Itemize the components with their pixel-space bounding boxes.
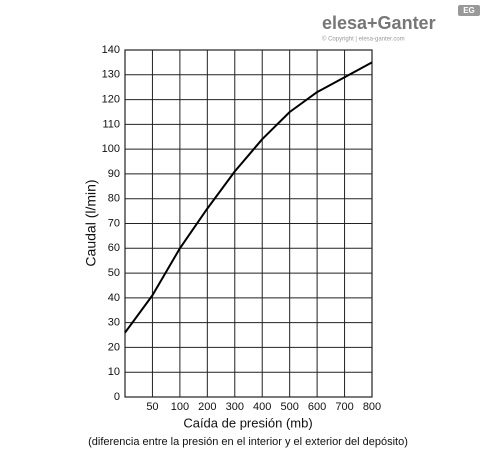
y-tick-label: 120 — [102, 93, 120, 105]
logo-brand: elesa+Ganter — [322, 13, 436, 33]
y-tick-label: 110 — [102, 118, 120, 130]
y-tick-label: 0 — [114, 391, 120, 403]
x-tick-label: 200 — [198, 401, 216, 413]
x-tick-label: 100 — [171, 401, 189, 413]
y-tick-label: 100 — [102, 143, 120, 155]
y-tick-label: 20 — [108, 341, 120, 353]
x-tick-label: 700 — [335, 401, 353, 413]
x-tick-label: 300 — [226, 401, 244, 413]
y-tick-label: 30 — [108, 317, 120, 329]
x-tick-label: 500 — [280, 401, 298, 413]
logo-badge-box — [458, 5, 480, 16]
y-tick-label: 80 — [108, 193, 120, 205]
y-tick-label: 130 — [102, 69, 120, 81]
y-tick-label: 140 — [102, 44, 120, 56]
plot-frame — [124, 49, 373, 398]
x-axis-label: Caída de presión (mb) — [183, 415, 312, 430]
y-axis-label: Caudal (l/min) — [83, 179, 99, 266]
x-tick-label: 600 — [308, 401, 326, 413]
x-axis-note: (diferencia entre la presión en el inter… — [88, 436, 408, 448]
y-tick-label: 90 — [108, 168, 120, 180]
x-tick-label: 400 — [253, 401, 271, 413]
logo-copyright: © Copyright | elesa-ganter.com — [322, 36, 405, 43]
x-tick-label: 800 — [363, 401, 381, 413]
y-tick-label: 40 — [108, 292, 120, 304]
data-line — [124, 61, 373, 334]
y-tick-label: 70 — [108, 217, 120, 229]
y-tick-label: 60 — [108, 242, 120, 254]
logo-badge: EG — [463, 6, 475, 15]
y-tick-label: 50 — [108, 267, 120, 279]
y-tick-label: 10 — [108, 366, 120, 378]
x-tick-label: 50 — [146, 401, 158, 413]
